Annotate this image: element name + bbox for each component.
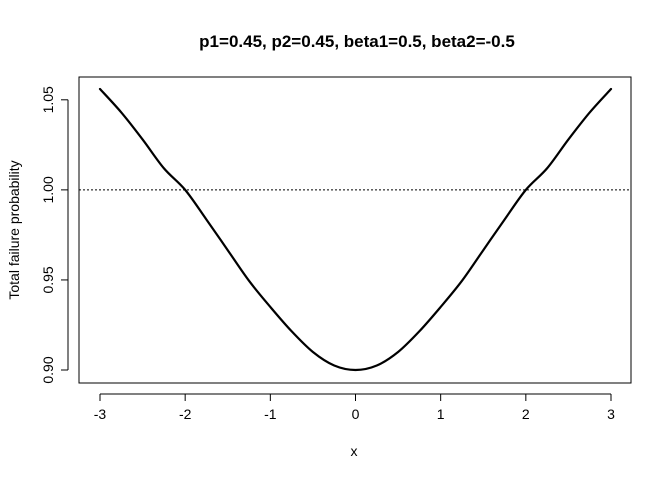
y-tick-label: 1.00 [40, 176, 56, 203]
x-tick-label: 2 [522, 406, 530, 422]
x-tick-label: -2 [179, 406, 192, 422]
plot-frame [78, 76, 632, 384]
x-tick-label: -1 [264, 406, 277, 422]
y-tick-label: 1.05 [40, 86, 56, 113]
series-line-0 [98, 87, 613, 372]
x-tick-label: 3 [607, 406, 615, 422]
chart-title: p1=0.45, p2=0.45, beta1=0.5, beta2=-0.5 [199, 32, 515, 51]
x-axis: -3 -2 -1 0 1 2 3 [94, 393, 615, 422]
x-axis-label: x [351, 443, 358, 459]
y-axis-label: Total failure probability [6, 160, 22, 299]
y-axis: 0.90 0.95 1.00 1.05 [40, 86, 69, 384]
y-tick-label: 0.90 [40, 356, 56, 383]
x-tick-label: 1 [437, 406, 445, 422]
x-tick-label: 0 [352, 406, 360, 422]
x-tick-label: -3 [94, 406, 107, 422]
y-tick-label: 0.95 [40, 266, 56, 293]
series-layer [98, 87, 613, 372]
